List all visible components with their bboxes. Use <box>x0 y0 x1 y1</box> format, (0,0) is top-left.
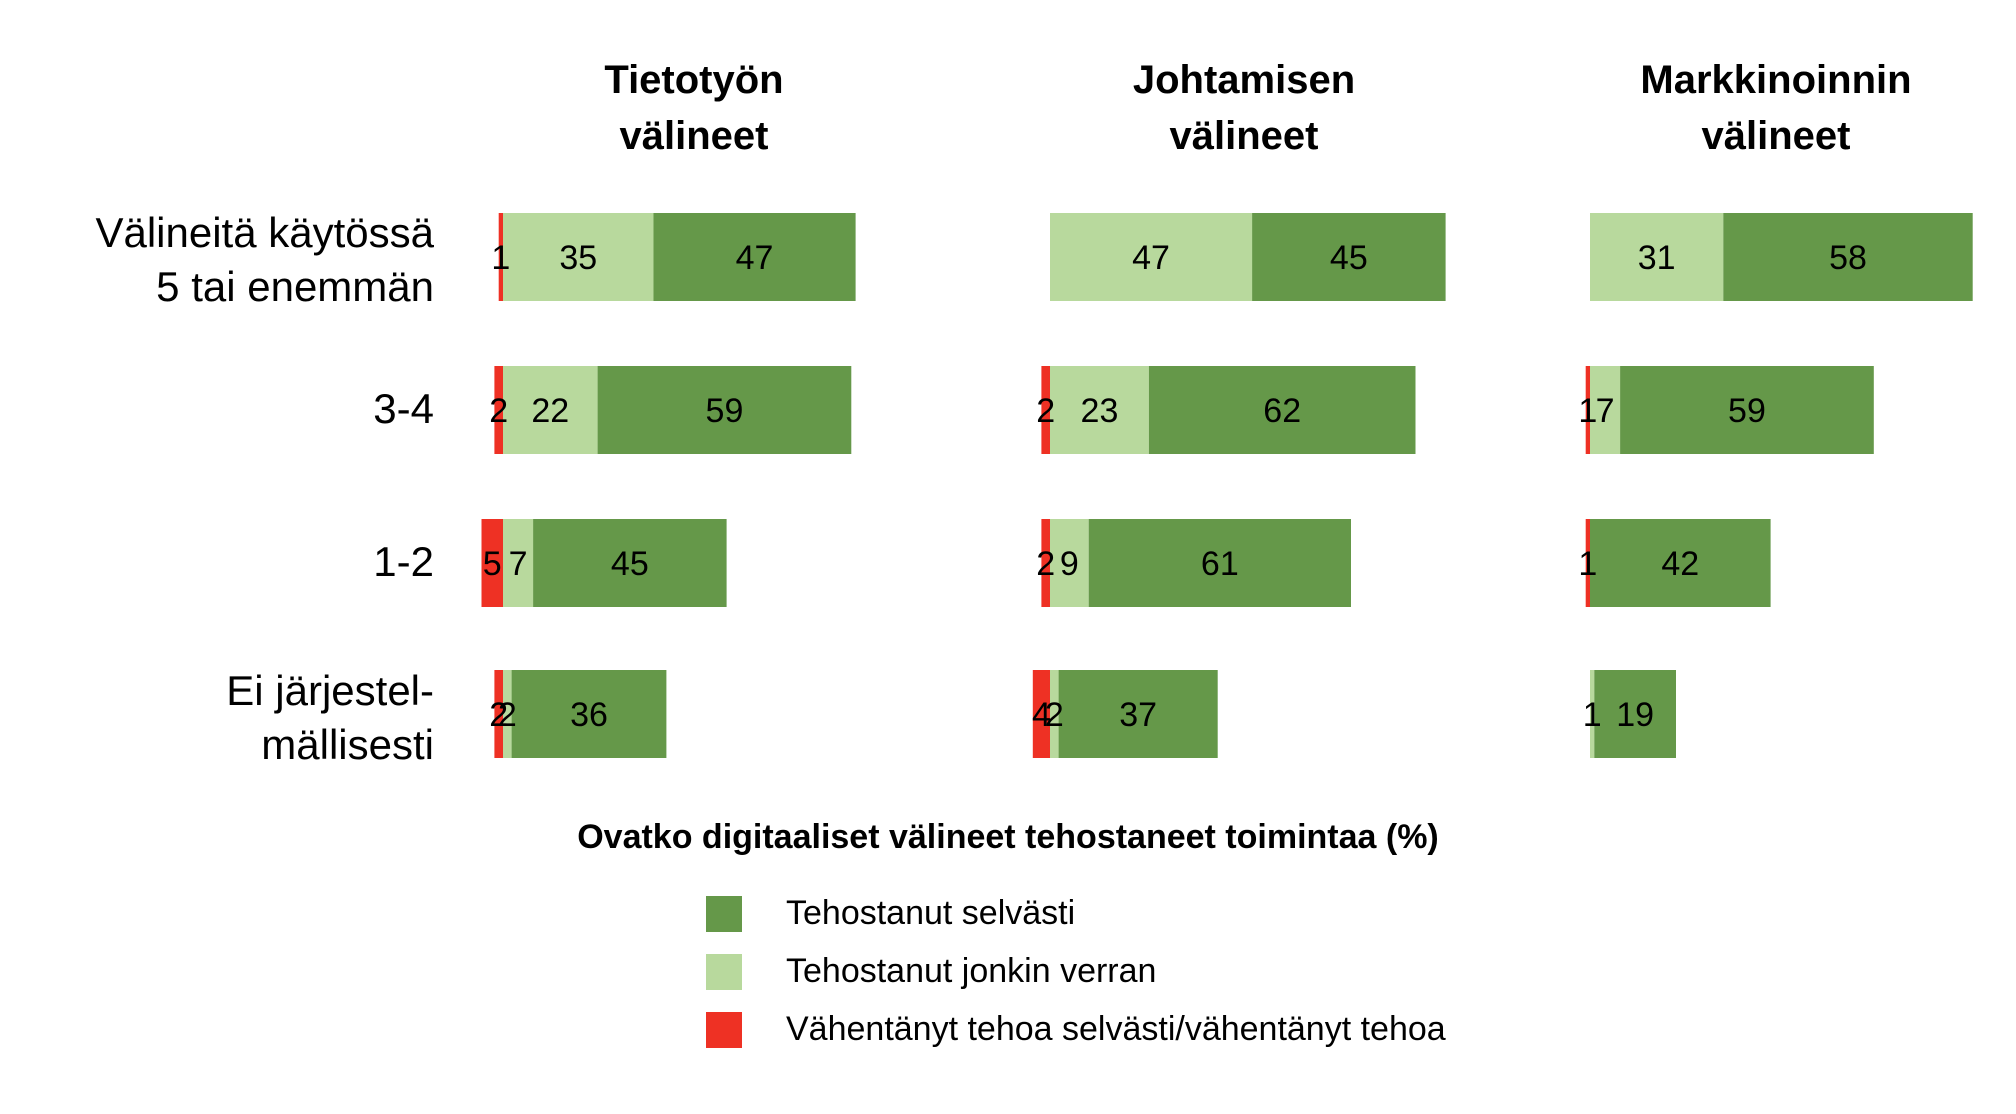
legend-swatch-some <box>706 954 742 990</box>
bar-some-p2-r1 <box>1590 366 1621 454</box>
bar-some-p1-r3 <box>1050 670 1059 758</box>
data-label-negative-p1-r2: 2 <box>1036 545 1055 583</box>
panel-title-markkinointi: Markkinoinnin välineet <box>1640 58 1912 158</box>
bar-some-p1-r2 <box>1050 519 1089 607</box>
bar-some-p1-r0 <box>1050 213 1253 301</box>
data-label-clear-p1-r3: 37 <box>1119 696 1157 734</box>
data-label-negative-p1-r3: 4 <box>1032 696 1051 734</box>
bar-clear-p1-r1 <box>1148 366 1416 454</box>
bar-negative-p1-r2 <box>1041 519 1050 607</box>
row-label-ei-jarjestelmallisesti: Ei järjestel- mällisesti <box>226 667 434 768</box>
data-label-clear-p0-r1: 59 <box>706 392 744 430</box>
data-label-clear-p2-r0: 58 <box>1829 239 1867 277</box>
data-label-negative-p2-r2: 1 <box>1578 545 1597 583</box>
data-label-clear-p0-r2: 45 <box>611 545 649 583</box>
bar-clear-p2-r1 <box>1620 366 1874 454</box>
bar-clear-p2-r0 <box>1723 213 1973 301</box>
bar-some-p0-r2 <box>503 519 534 607</box>
bar-negative-p0-r0 <box>498 213 503 301</box>
data-label-some-p0-r0: 35 <box>559 239 597 277</box>
panel-title-tietotyo: Tietotyön välineet <box>604 58 784 158</box>
bar-clear-p1-r0 <box>1252 213 1446 301</box>
bar-negative-p2-r2 <box>1585 519 1590 607</box>
data-label-negative-p0-r1: 2 <box>489 392 508 430</box>
legend-label-some: Tehostanut jonkin verran <box>786 952 1157 990</box>
data-label-some-p1-r1: 23 <box>1081 392 1119 430</box>
legend-swatch-clear <box>706 896 742 932</box>
bar-some-p0-r3 <box>503 670 512 758</box>
data-label-clear-p2-r3: 19 <box>1616 696 1654 734</box>
data-label-some-p2-r0: 31 <box>1638 239 1676 277</box>
bar-some-p0-r0 <box>503 213 654 301</box>
data-label-some-p0-r1: 22 <box>531 392 569 430</box>
legend-item-clear: Tehostanut selvästi <box>706 894 1606 936</box>
legend-title: Ovatko digitaaliset välineet tehostaneet… <box>577 818 1439 856</box>
row-label-5-tai-enemman: Välineitä käytössä 5 tai enemmän <box>95 209 434 310</box>
row-label-3-4: 3-4 <box>373 385 434 432</box>
data-label-clear-p2-r1: 59 <box>1728 392 1766 430</box>
panel-title-johtaminen: Johtamisen välineet <box>1132 58 1356 158</box>
bar-clear-p0-r3 <box>511 670 667 758</box>
data-label-some-p2-r3: 1 <box>1583 696 1602 734</box>
data-label-negative-p1-r1: 2 <box>1036 392 1055 430</box>
data-label-clear-p1-r0: 45 <box>1330 239 1368 277</box>
bar-some-p2-r0 <box>1590 213 1724 301</box>
bar-clear-p0-r0 <box>653 213 856 301</box>
data-label-clear-p0-r3: 36 <box>570 696 608 734</box>
bar-some-p1-r1 <box>1050 366 1149 454</box>
row-label-1-2: 1-2 <box>373 538 434 585</box>
bar-clear-p2-r2 <box>1590 519 1771 607</box>
bar-clear-p1-r3 <box>1058 670 1218 758</box>
data-label-negative-p0-r3: 2 <box>489 696 508 734</box>
data-label-some-p2-r1: 7 <box>1596 392 1615 430</box>
bar-some-p2-r3 <box>1590 670 1595 758</box>
data-label-negative-p2-r1: 1 <box>1578 392 1597 430</box>
bar-clear-p1-r2 <box>1088 519 1351 607</box>
bar-clear-p2-r3 <box>1594 670 1676 758</box>
data-label-some-p0-r3: 2 <box>498 696 517 734</box>
data-label-clear-p2-r2: 42 <box>1661 545 1699 583</box>
legend-item-negative: Vähentänyt tehoa selvästi/vähentänyt teh… <box>706 1010 1606 1052</box>
bar-negative-p1-r1 <box>1041 366 1050 454</box>
legend-swatch-negative <box>706 1012 742 1048</box>
legend-label-clear: Tehostanut selvästi <box>786 894 1076 932</box>
data-label-clear-p1-r2: 61 <box>1201 545 1239 583</box>
bar-negative-p0-r2 <box>481 519 503 607</box>
data-label-negative-p0-r2: 5 <box>483 545 502 583</box>
legend-label-negative: Vähentänyt tehoa selvästi/vähentänyt teh… <box>786 1010 1446 1048</box>
data-label-negative-p0-r0: 1 <box>491 239 510 277</box>
data-label-clear-p1-r1: 62 <box>1263 392 1301 430</box>
data-label-some-p1-r2: 9 <box>1060 545 1079 583</box>
bar-negative-p0-r3 <box>494 670 503 758</box>
data-label-some-p0-r2: 7 <box>509 545 528 583</box>
data-label-some-p1-r3: 2 <box>1045 696 1064 734</box>
bar-some-p0-r1 <box>503 366 598 454</box>
bar-clear-p0-r2 <box>533 519 727 607</box>
legend-item-some: Tehostanut jonkin verran <box>706 952 1606 994</box>
bar-negative-p1-r3 <box>1032 670 1050 758</box>
bar-negative-p2-r1 <box>1585 366 1590 454</box>
data-label-clear-p0-r0: 47 <box>736 239 774 277</box>
bar-negative-p0-r1 <box>494 366 503 454</box>
bar-clear-p0-r1 <box>597 366 852 454</box>
data-label-some-p1-r0: 47 <box>1132 239 1170 277</box>
